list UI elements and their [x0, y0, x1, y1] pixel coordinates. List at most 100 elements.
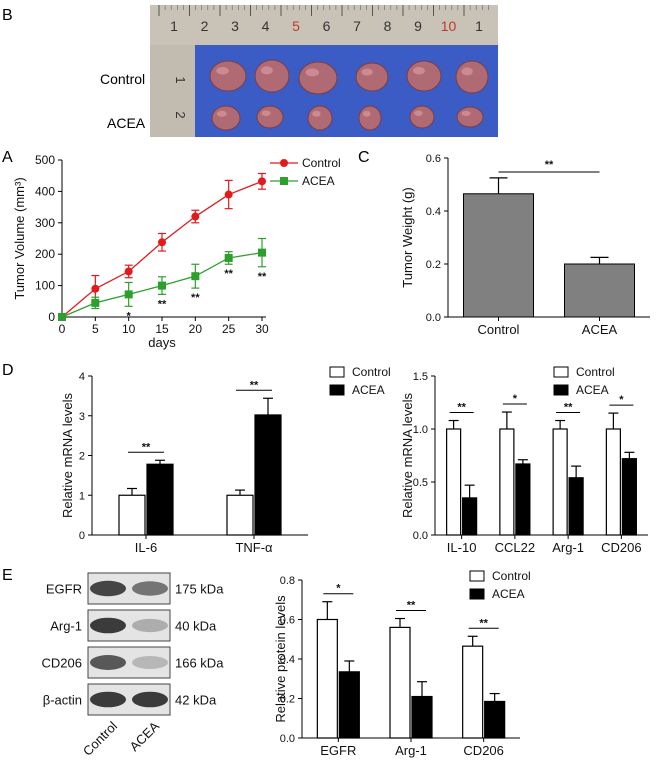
- bar-control: [605, 428, 621, 536]
- ruler-number: 6: [323, 18, 331, 34]
- y-tick-label: 2: [79, 451, 85, 463]
- significance-marker: **: [564, 402, 573, 414]
- data-point: [191, 212, 200, 221]
- x-tick-label: Arg-1: [395, 743, 427, 758]
- blot-band: [132, 656, 168, 669]
- western-blot: EGFR 175 kDa Arg-1 40 kDa CD206 166 kDa β-acti…: [42, 572, 224, 759]
- row-label-acea: ACEA: [107, 115, 146, 131]
- blot-protein-label: EGFR: [46, 582, 82, 597]
- significance-marker: **: [545, 159, 554, 171]
- y-tick-label: 0.6: [426, 153, 441, 165]
- legend-swatch: [553, 366, 569, 378]
- legend-swatch: [469, 570, 485, 582]
- tumor-highlight: [461, 67, 473, 76]
- y-tick-label: 1: [79, 490, 85, 502]
- y-tick-label: 0.2: [426, 259, 441, 271]
- blot-band: [132, 691, 168, 708]
- ruler-strip: [150, 5, 498, 45]
- tumor: [211, 105, 241, 131]
- bar-acea: [254, 414, 282, 536]
- y-axis-label: Relative mRNA levels: [60, 393, 75, 518]
- tumor: [298, 61, 338, 95]
- tumor-volume-line-chart: 0 100 200 300 400 500 0 5 10 15 20 25 30 days Tumor Vo…: [12, 153, 341, 350]
- x-tick-label: IL-6: [135, 540, 157, 555]
- significance-marker: *: [619, 394, 624, 406]
- y-tick-label: 1.5: [413, 371, 428, 383]
- y-tick-label: 0.4: [426, 206, 441, 218]
- y-tick-label: 100: [35, 279, 55, 293]
- bar-acea: [484, 700, 506, 739]
- y-tick-label: 0.0: [426, 312, 441, 324]
- x-tick-label: Arg-1: [552, 540, 584, 555]
- blot-band: [132, 618, 168, 633]
- y-axis-label: Tumor Volume (mm³): [12, 177, 27, 299]
- bar: [463, 193, 534, 318]
- tumor-highlight: [461, 111, 471, 116]
- tumor: [307, 105, 333, 131]
- bar-acea: [146, 463, 174, 536]
- y-tick-label: 0.0: [413, 530, 428, 542]
- row-label-control: Control: [100, 71, 145, 87]
- x-tick-label: CD206: [601, 540, 641, 555]
- significance-marker: *: [127, 310, 132, 322]
- legend-swatch: [469, 588, 485, 600]
- legend-label: Control: [352, 365, 391, 379]
- blot-band: [90, 580, 126, 597]
- data-point: [258, 177, 266, 186]
- data-point: [91, 298, 100, 307]
- significance-marker: **: [457, 402, 466, 414]
- bar-acea: [515, 463, 531, 536]
- panel-letter-a: A: [2, 149, 13, 166]
- significance-marker: **: [479, 617, 488, 629]
- blot-band: [90, 617, 126, 634]
- x-tick-label: 25: [222, 322, 236, 336]
- ruler-number: 4: [262, 18, 270, 34]
- x-tick-label: 20: [189, 322, 203, 336]
- data-point: [224, 190, 233, 199]
- tumor: [456, 106, 484, 128]
- blot-band: [90, 655, 126, 670]
- tumor-highlight: [305, 68, 319, 77]
- bar-control: [552, 428, 568, 536]
- significance-marker: *: [513, 393, 518, 405]
- y-tick-label: 0.4: [280, 654, 295, 666]
- y-tick-label: 3: [79, 411, 85, 423]
- blot-kda-label: 166 kDa: [175, 656, 224, 671]
- y-tick-label: 0: [48, 310, 55, 324]
- ruler-number: 8: [384, 18, 392, 34]
- tumor: [358, 105, 382, 131]
- tumor-highlight: [216, 67, 229, 75]
- y-axis-label: Relative protein levels: [273, 595, 288, 723]
- legend-swatch: [329, 384, 345, 396]
- y-tick-label: 500: [35, 153, 55, 167]
- protein-levels-bar-chart: 0.0 0.2 0.4 0.6 0.8 Relative protein levels EG…: [273, 569, 531, 758]
- blot-band: [90, 691, 126, 708]
- legend-swatch: [329, 366, 345, 378]
- y-tick-label: 300: [35, 216, 55, 230]
- significance-marker: **: [250, 379, 259, 391]
- data-point: [158, 281, 166, 290]
- x-tick-label: Control: [478, 322, 520, 337]
- mrna-m2-markers-bar-chart: 0.0 0.5 1.0 1.5 Relative mRNA levels IL-10 CCL…: [400, 365, 648, 555]
- significance-marker: **: [224, 268, 233, 280]
- tumor-weight-bar-chart: 0.0 0.2 0.4 0.6 Tumor Weight (g) Control ACEA *…: [400, 153, 650, 337]
- legend-swatch: [553, 384, 569, 396]
- blot-kda-label: 40 kDa: [175, 619, 217, 634]
- panel-letter-b: B: [2, 7, 13, 24]
- blot-protein-label: Arg-1: [50, 619, 82, 634]
- y-axis-label: Tumor Weight (g): [400, 187, 415, 287]
- x-tick-label: 30: [255, 322, 269, 336]
- x-tick-label: TNF-α: [235, 540, 273, 555]
- x-tick-label: EGFR: [320, 743, 356, 758]
- x-axis-label: days: [148, 335, 176, 350]
- y-tick-label: 1.0: [413, 424, 428, 436]
- tumor-photo: 1 2 3 4 5 6 7 8 9 10 112 Control ACEA: [100, 5, 498, 137]
- y-tick-label: 4: [79, 371, 85, 383]
- tumor-highlight: [414, 110, 423, 116]
- side-ruler-number: 2: [173, 111, 188, 118]
- ruler-number: 3: [231, 18, 239, 34]
- tumor-highlight: [362, 110, 371, 117]
- tumor-highlight: [312, 110, 321, 117]
- bar-control: [226, 494, 254, 536]
